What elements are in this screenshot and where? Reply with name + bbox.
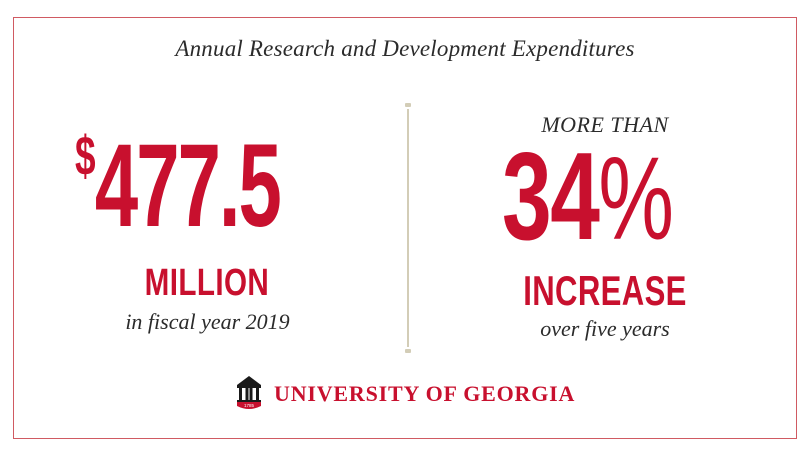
- expenditure-unit: MILLION: [144, 262, 270, 304]
- percent-sign: %: [598, 133, 674, 265]
- arch-icon: 1785: [237, 376, 261, 409]
- card-frame: [13, 17, 797, 439]
- expenditure-amount: $477.5: [75, 116, 282, 256]
- divider-cap-bottom: [405, 349, 411, 353]
- increase-caption: over five years: [540, 316, 670, 341]
- vertical-divider: [405, 103, 411, 353]
- divider-cap-top: [405, 103, 411, 107]
- divider-line: [407, 109, 409, 347]
- expenditure-value: 477.5: [94, 120, 282, 252]
- uga-logo: 1785 UNIVERSITY OF GEORGIA: [236, 373, 576, 417]
- expenditure-caption: in fiscal year 2019: [125, 309, 290, 334]
- page-title: Annual Research and Development Expendit…: [175, 36, 635, 61]
- increase-prefix: MORE THAN: [541, 112, 669, 137]
- currency-symbol: $: [75, 124, 96, 187]
- increase-label: INCREASE: [523, 267, 687, 314]
- university-wordmark: UNIVERSITY OF GEORGIA: [274, 381, 576, 406]
- emblem-year: 1785: [244, 403, 255, 408]
- increase-value: 34: [502, 128, 600, 266]
- increase-percentage: 34%: [502, 132, 674, 264]
